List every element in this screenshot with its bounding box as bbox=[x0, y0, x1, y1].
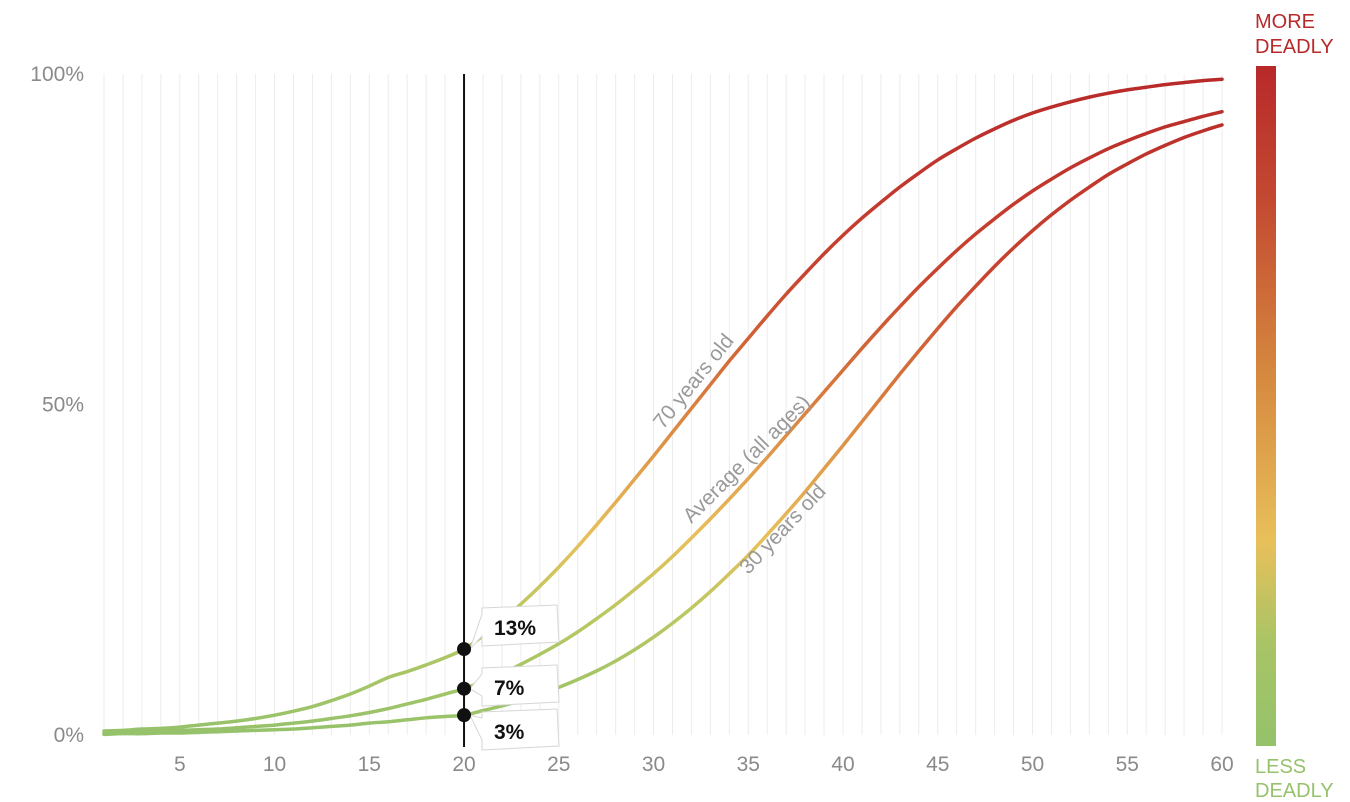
x-tick-label: 25 bbox=[547, 753, 570, 776]
x-tick-label: 50 bbox=[1021, 753, 1044, 776]
marker-dot bbox=[457, 642, 472, 657]
scale-top-label: DEADLY bbox=[1255, 36, 1334, 58]
marker-label: 13% bbox=[494, 617, 536, 640]
series-line bbox=[102, 123, 1224, 737]
color-scale-bar bbox=[1256, 66, 1276, 746]
y-tick-label: 0% bbox=[54, 724, 84, 747]
x-tick-label: 35 bbox=[737, 753, 760, 776]
x-tick-label: 15 bbox=[358, 753, 381, 776]
marker-dot bbox=[457, 681, 472, 696]
marker-dot bbox=[457, 708, 472, 723]
x-tick-label: 60 bbox=[1210, 753, 1233, 776]
marker-callout bbox=[469, 604, 560, 650]
scale-bottom-label: DEADLY bbox=[1255, 780, 1334, 802]
series-group bbox=[102, 77, 1224, 737]
series-line bbox=[102, 109, 1224, 735]
series-label: 70 years old bbox=[649, 330, 739, 434]
marker-points: 13% 7% 3% bbox=[457, 604, 560, 751]
x-tick-label: 40 bbox=[831, 753, 854, 776]
marker-callout bbox=[469, 708, 560, 751]
series-line bbox=[102, 77, 1224, 733]
y-tick-label: 100% bbox=[30, 63, 84, 86]
scale-bottom-label: LESS bbox=[1255, 756, 1306, 778]
scale-top-label: MORE bbox=[1255, 11, 1315, 33]
x-tick-label: 45 bbox=[926, 753, 949, 776]
marker-callout bbox=[469, 664, 560, 707]
x-tick-label: 55 bbox=[1116, 753, 1139, 776]
x-tick-label: 5 bbox=[174, 753, 186, 776]
y-axis: 0% 50% 100% bbox=[30, 63, 84, 747]
x-axis: 5 10 15 20 25 30 35 40 45 50 55 60 bbox=[174, 753, 1234, 776]
color-scale: MORE DEADLY LESS DEADLY bbox=[1255, 11, 1334, 802]
x-tick-label: 30 bbox=[642, 753, 665, 776]
marker-label: 3% bbox=[494, 721, 525, 744]
series-label: 30 years old bbox=[735, 480, 830, 579]
marker-label: 7% bbox=[494, 677, 525, 700]
y-tick-label: 50% bbox=[42, 394, 84, 417]
x-tick-label: 20 bbox=[452, 753, 475, 776]
x-tick-label: 10 bbox=[263, 753, 286, 776]
